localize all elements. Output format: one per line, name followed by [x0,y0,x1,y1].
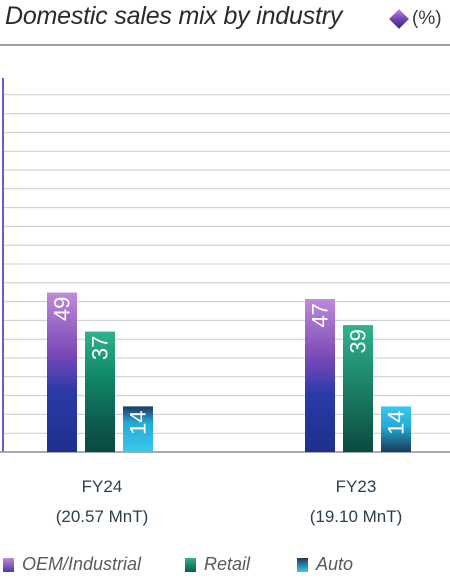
data-label: 14 [384,410,409,434]
bar-auto-fy23 [381,406,411,452]
legend-item-oem: OEM/Industrial [3,554,141,575]
data-label: 39 [346,329,371,353]
data-label: 37 [88,336,113,360]
category-label-fy23: FY23 (19.10 MnT) [286,472,426,532]
unit-indicator: (%) [389,8,442,30]
data-label: 47 [308,303,333,327]
data-label: 14 [126,410,151,434]
data-label: 49 [50,297,75,321]
category-sublabel: (19.10 MnT) [309,507,403,526]
legend-swatch-auto [297,557,308,572]
bar-oem-fy23 [305,299,335,452]
bar-oem-fy24 [47,292,77,452]
legend-swatch-retail [185,557,196,572]
category-sublabel: (20.57 MnT) [55,507,149,526]
category-name: FY24 [81,477,123,496]
legend-label: OEM/Industrial [22,554,142,574]
bar-auto-fy24 [123,406,153,452]
legend-label: Retail [204,554,251,574]
category-label-fy24: FY24 (20.57 MnT) [32,472,172,532]
unit-label: (%) [412,8,442,29]
title-divider [0,44,450,46]
legend-swatch-oem [3,557,14,572]
legend-label: Auto [316,554,354,574]
chart-legend: OEM/Industrial Retail Auto [0,551,450,579]
legend-item-auto: Auto [297,554,353,575]
legend-item-retail: Retail [185,554,250,575]
chart-title: Domestic sales mix by industry [5,2,343,30]
bar-retail-fy23 [343,325,373,452]
category-name: FY23 [335,477,377,496]
gridlines [3,94,450,434]
bar-retail-fy24 [85,331,115,452]
